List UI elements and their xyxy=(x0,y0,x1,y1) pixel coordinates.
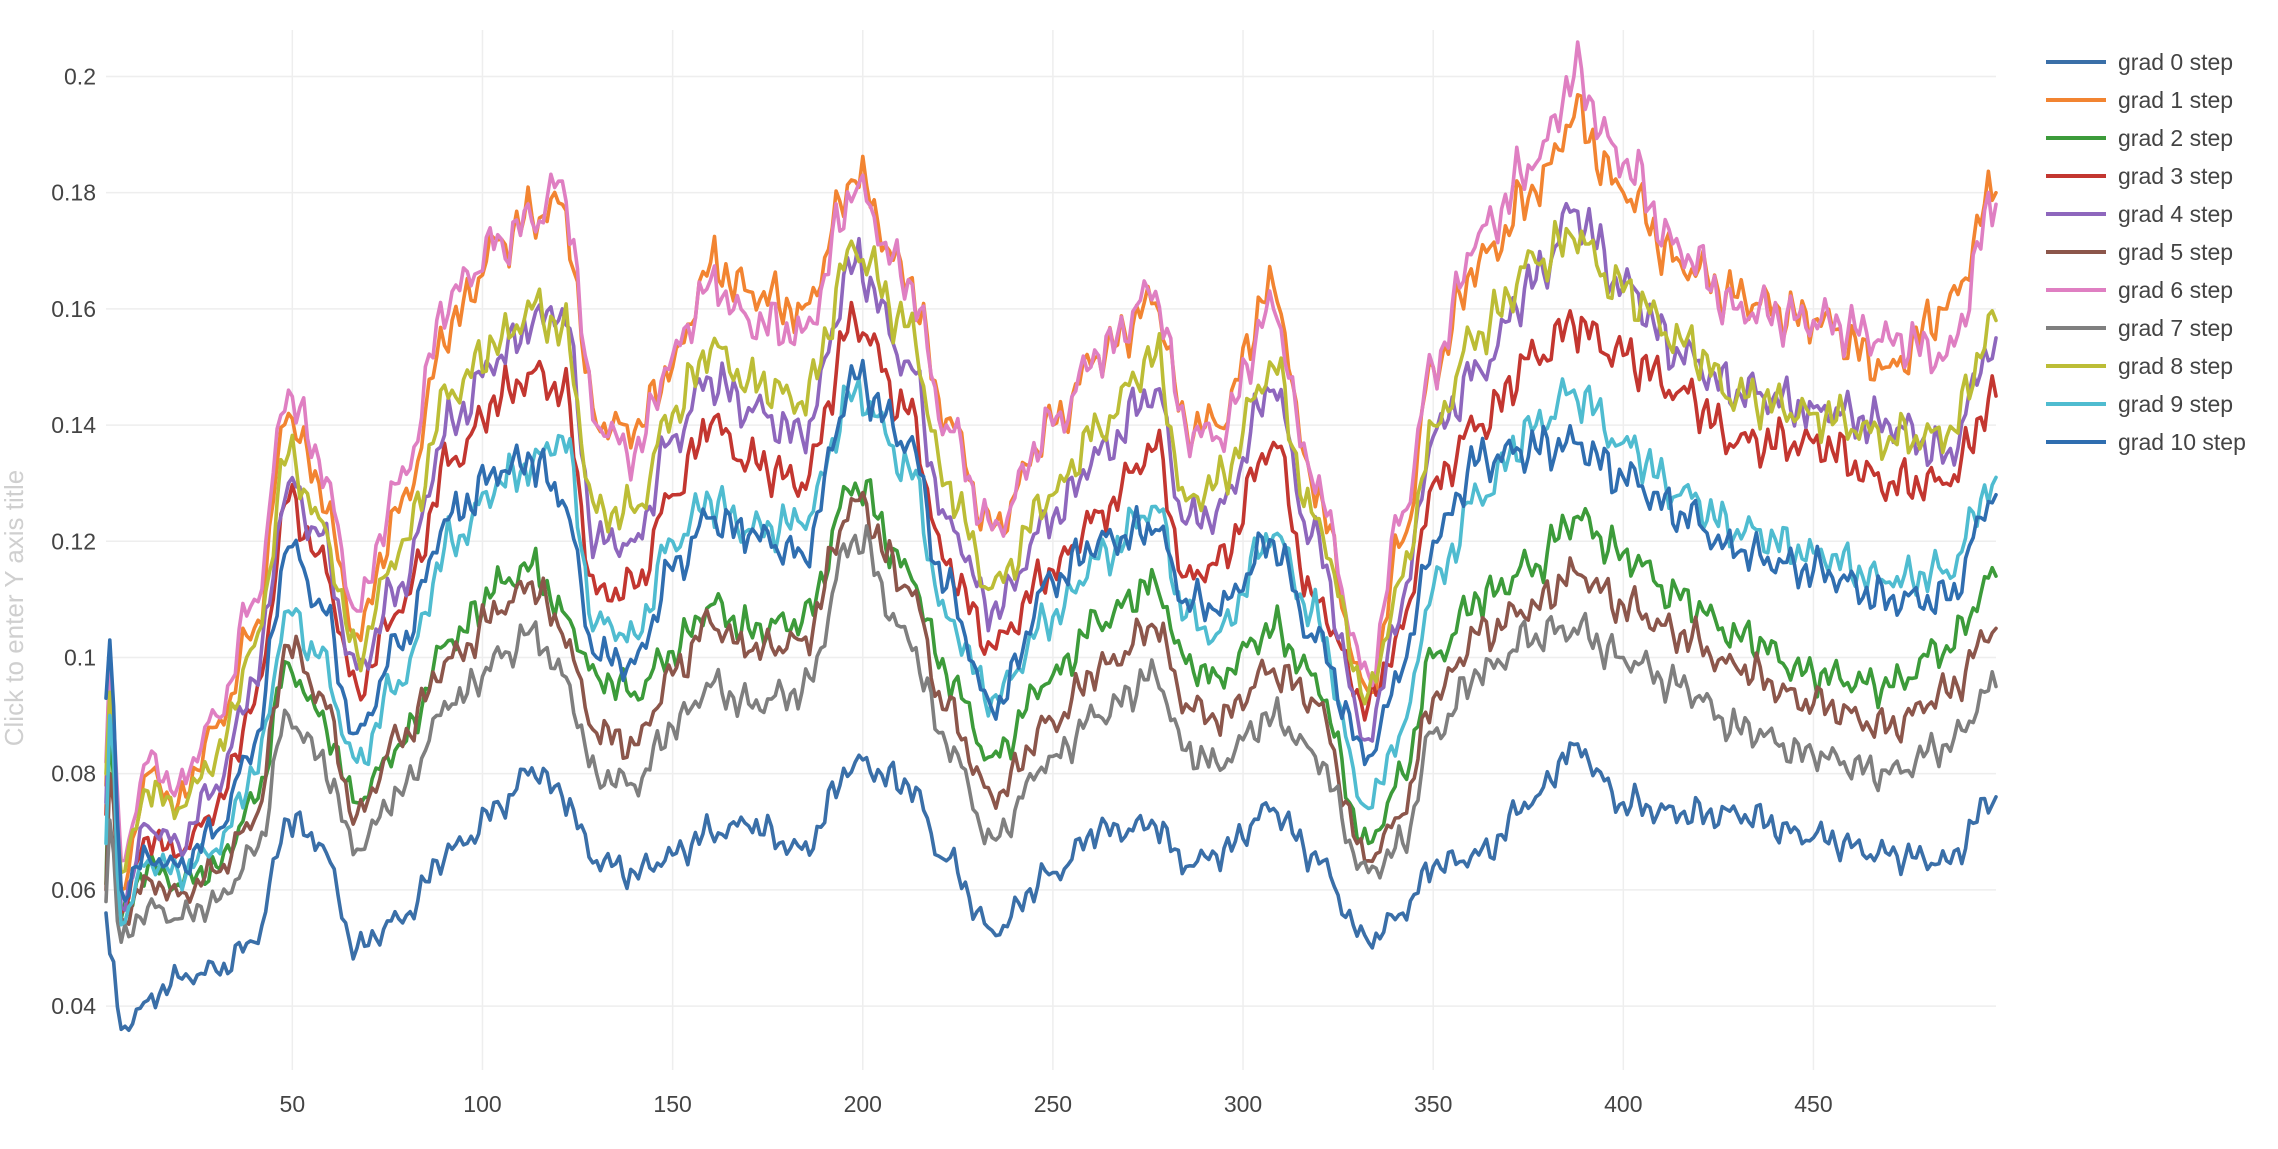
x-tick-label: 250 xyxy=(1034,1091,1072,1117)
series-line-grad-3-step xyxy=(104,300,1998,915)
y-axis-title-placeholder[interactable]: Click to enter Y axis title xyxy=(0,470,29,747)
legend-label: grad 2 step xyxy=(2118,125,2233,151)
legend-label: grad 4 step xyxy=(2118,201,2233,227)
y-tick-label: 0.2 xyxy=(64,63,96,89)
legend-item[interactable]: grad 2 step xyxy=(2046,125,2233,151)
x-tick-label: 300 xyxy=(1224,1091,1262,1117)
series-lines xyxy=(104,40,1998,1032)
y-tick-label: 0.12 xyxy=(51,528,96,554)
y-tick-label: 0.14 xyxy=(51,412,96,438)
legend-item[interactable]: grad 1 step xyxy=(2046,87,2233,113)
y-tick-label: 0.04 xyxy=(51,993,96,1019)
y-tick-label: 0.1 xyxy=(64,644,96,670)
legend-label: grad 6 step xyxy=(2118,277,2233,303)
x-tick-label: 100 xyxy=(463,1091,501,1117)
series-line-grad-2-step xyxy=(104,478,1998,921)
legend-item[interactable]: grad 8 step xyxy=(2046,353,2233,379)
legend-label: grad 10 step xyxy=(2118,429,2246,455)
x-tick-label: 50 xyxy=(280,1091,306,1117)
x-tick-label: 150 xyxy=(653,1091,691,1117)
legend-item[interactable]: grad 4 step xyxy=(2046,201,2233,227)
y-tick-label: 0.16 xyxy=(51,296,96,322)
legend[interactable]: grad 0 step grad 1 step grad 2 step grad 3 … xyxy=(2046,49,2246,455)
legend-item[interactable]: grad 10 step xyxy=(2046,429,2246,455)
x-tick-label: 400 xyxy=(1604,1091,1642,1117)
x-tick-label: 350 xyxy=(1414,1091,1452,1117)
series-line-grad-4-step xyxy=(104,201,1998,912)
x-tick-label: 450 xyxy=(1794,1091,1832,1117)
series-line-grad-8-step xyxy=(104,219,1998,875)
axis-labels: 50 100 150 200 250 300 350 400 450 0.04 0.06 0.08 0.… xyxy=(51,63,1832,1117)
legend-label: grad 3 step xyxy=(2118,163,2233,189)
legend-label: grad 0 step xyxy=(2118,49,2233,75)
x-tick-label: 200 xyxy=(844,1091,882,1117)
series-line-grad-9-step xyxy=(104,376,1998,927)
series-line-grad-5-step xyxy=(104,490,1998,926)
legend-label: grad 8 step xyxy=(2118,353,2233,379)
series-line-grad-10-step xyxy=(104,358,1998,903)
legend-item[interactable]: grad 7 step xyxy=(2046,315,2233,341)
legend-label: grad 7 step xyxy=(2118,315,2233,341)
legend-label: grad 5 step xyxy=(2118,239,2233,265)
legend-label: grad 1 step xyxy=(2118,87,2233,113)
legend-item[interactable]: grad 3 step xyxy=(2046,163,2233,189)
series-line-grad-7-step xyxy=(104,524,1998,945)
series-line-grad-0-step xyxy=(104,741,1998,1032)
y-tick-label: 0.06 xyxy=(51,877,96,903)
legend-item[interactable]: grad 5 step xyxy=(2046,239,2233,265)
y-tick-label: 0.08 xyxy=(51,761,96,787)
y-tick-label: 0.18 xyxy=(51,180,96,206)
legend-item[interactable]: grad 6 step xyxy=(2046,277,2233,303)
legend-item[interactable]: grad 9 step xyxy=(2046,391,2233,417)
series-line-grad-6-step xyxy=(104,40,1998,863)
legend-label: grad 9 step xyxy=(2118,391,2233,417)
legend-item[interactable]: grad 0 step xyxy=(2046,49,2233,75)
